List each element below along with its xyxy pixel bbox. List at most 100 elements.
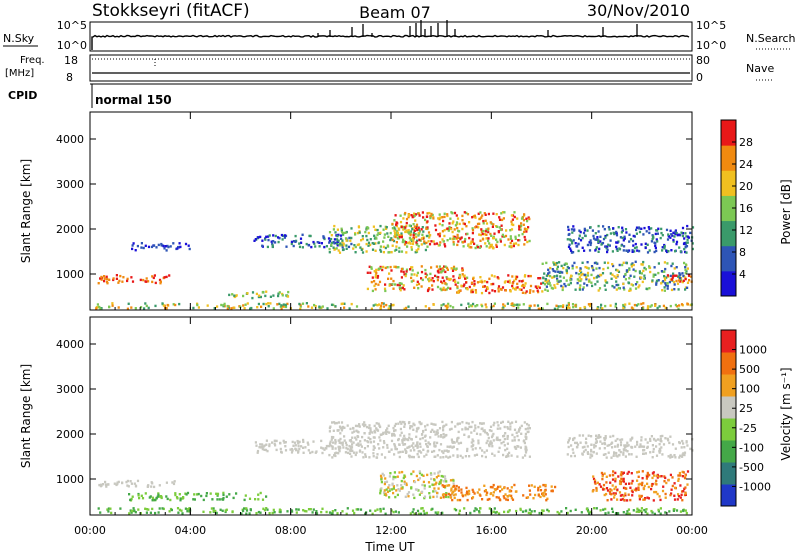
velocity-cell-r8 [622, 477, 625, 481]
power-cell-r7 [413, 212, 416, 215]
velocity-cell-r4 [447, 450, 450, 453]
power-cell-r6 [410, 266, 413, 269]
velocity-cell-r4 [397, 451, 400, 454]
power-cell-r4 [290, 240, 293, 244]
velocity-cell-r4 [438, 427, 442, 430]
power-cell-r5 [400, 250, 404, 253]
power-cell-r7 [485, 237, 488, 240]
velocity-cell-r0 [493, 507, 496, 510]
velocity-cell-r7 [652, 447, 655, 451]
power-cell-r11 [672, 274, 675, 278]
power-cell-r9 [686, 224, 689, 228]
power-cell-r7 [458, 222, 461, 226]
power-cell-r9 [618, 247, 621, 250]
power-cell-r9 [578, 234, 581, 237]
velocity-colorbar-label: -100 [739, 441, 764, 454]
velocity-cell-r2 [259, 491, 262, 495]
power-cell-r10 [617, 283, 620, 287]
power-cell-r4 [265, 235, 268, 238]
power-cell-r9 [640, 243, 643, 246]
power-cell-r7 [525, 230, 528, 233]
velocity-cell-r4 [335, 451, 338, 454]
power-cell-r7 [465, 211, 468, 215]
power-cell-r9 [588, 249, 592, 252]
velocity-cell-r5 [447, 495, 450, 499]
power-cell-r7 [464, 237, 467, 241]
velocity-cell-r8 [630, 482, 633, 485]
velocity-cell-r0 [565, 507, 568, 510]
velocity-cell-r4 [359, 443, 362, 446]
velocity-cell-r4 [487, 436, 490, 440]
power-cell-r8 [460, 284, 463, 287]
power-cell-r7 [523, 213, 526, 216]
velocity-cell-r0 [231, 510, 234, 514]
velocity-cell-r4 [365, 425, 369, 429]
power-cell-r4 [316, 241, 319, 244]
velocity-cell-r2 [185, 493, 188, 496]
velocity-cell-r4 [517, 445, 520, 448]
velocity-cell-r2 [193, 498, 196, 501]
power-cell-r1 [142, 278, 145, 282]
velocity-cell-r5 [422, 474, 425, 477]
velocity-cell-r4 [408, 436, 411, 439]
power-cell-r5 [374, 228, 377, 231]
power-cell-r9 [660, 231, 663, 235]
power-cell-r7 [501, 233, 504, 237]
velocity-cell-r8 [614, 485, 617, 489]
power-cell-r4 [267, 235, 270, 238]
power-cell-r5 [384, 246, 387, 250]
velocity-cell-r2 [222, 491, 225, 495]
power-cell-r0 [262, 302, 265, 306]
velocity-cell-r5 [390, 488, 394, 491]
power-cell-r2 [142, 246, 145, 250]
velocity-cell-r8 [626, 499, 629, 502]
velocity-cell-r5 [401, 470, 404, 474]
velocity-cell-r4 [492, 423, 495, 427]
power-cell-r6 [448, 278, 451, 282]
power-cell-r0 [230, 307, 233, 310]
power-cell-r10 [601, 272, 605, 275]
velocity-cell-r5 [394, 476, 397, 479]
velocity-cell-r8 [605, 487, 609, 490]
power-cell-r6 [403, 288, 406, 291]
power-cell-r9 [567, 225, 570, 229]
velocity-cell-r6 [486, 491, 489, 494]
velocity-cell-r8 [676, 498, 679, 501]
power-cell-r7 [492, 236, 496, 240]
power-cell-r4 [272, 240, 275, 243]
velocity-cell-r4 [357, 431, 360, 434]
velocity-ytick-label: 2000 [56, 428, 84, 441]
power-cell-r5 [341, 239, 344, 242]
velocity-cell-r4 [516, 434, 519, 438]
power-cell-r1 [158, 278, 162, 282]
velocity-cell-r4 [349, 427, 352, 431]
power-cell-r7 [439, 216, 442, 219]
velocity-cell-r7 [587, 434, 590, 437]
velocity-cell-r4 [514, 420, 518, 423]
velocity-cell-r0 [556, 510, 559, 514]
velocity-cell-r7 [604, 453, 607, 456]
power-cell-r0 [278, 302, 281, 306]
power-cell-r10 [642, 269, 645, 273]
velocity-cell-r3 [330, 444, 333, 448]
velocity-cell-r5 [403, 480, 406, 483]
velocity-scatter [97, 420, 694, 516]
velocity-cell-r0 [626, 510, 629, 513]
velocity-cell-r3 [266, 449, 269, 453]
power-cell-r0 [640, 302, 643, 306]
power-cell-r6 [420, 285, 423, 288]
power-cell-r0 [650, 304, 653, 307]
power-cell-r0 [669, 304, 672, 308]
power-cell-r8 [514, 277, 518, 281]
velocity-cell-r6 [537, 489, 540, 492]
power-cell-r9 [576, 245, 579, 248]
power-cell-r7 [509, 237, 513, 240]
power-cell-r10 [542, 281, 545, 285]
velocity-cell-r4 [443, 449, 446, 452]
power-cell-r10 [571, 267, 574, 270]
velocity-cell-r0 [417, 512, 420, 515]
velocity-cell-r4 [517, 430, 520, 433]
power-cell-r7 [438, 213, 441, 216]
velocity-cell-r4 [350, 455, 353, 458]
power-cell-r4 [283, 236, 286, 239]
